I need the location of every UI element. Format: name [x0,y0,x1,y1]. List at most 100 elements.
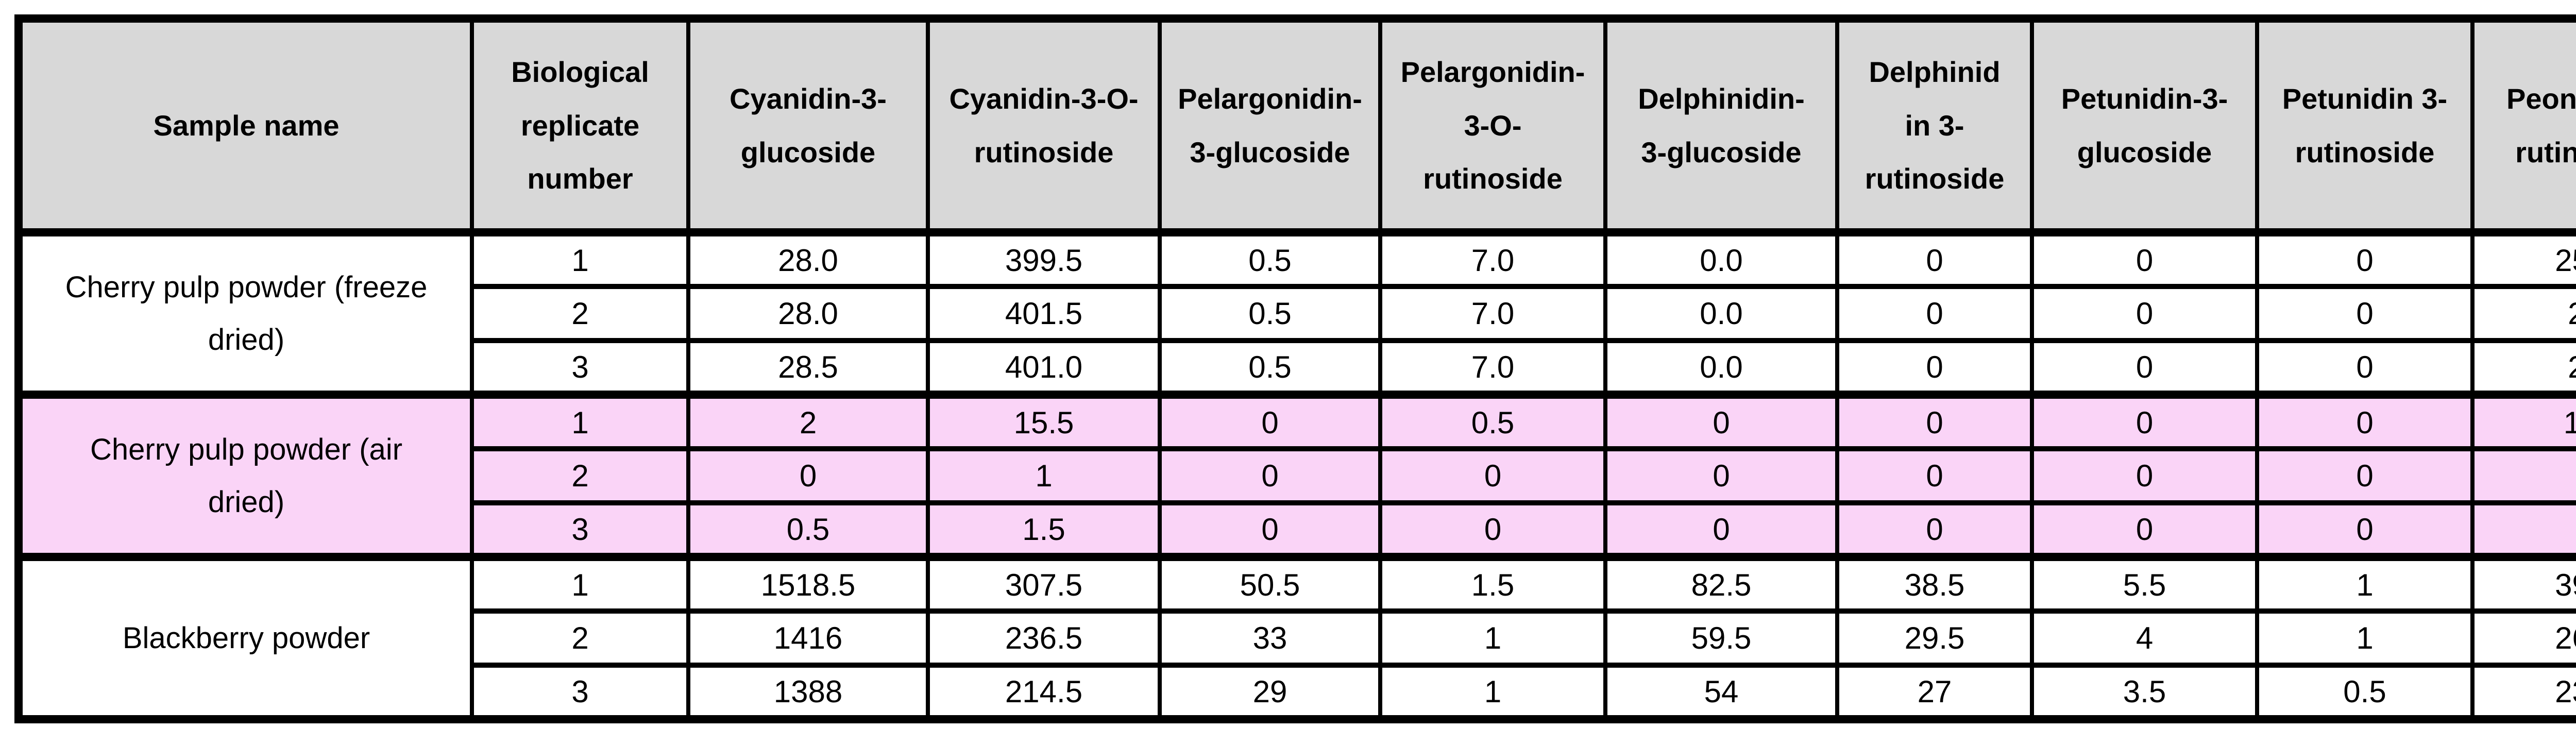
cell-petunidin-3-glucoside[interactable]: 0 [2030,338,2259,397]
cell-pelargonidin-3-o-rutinoside[interactable]: 1.5 [1378,553,1607,614]
cell-peonidin-3-rutinoside[interactable]: 26.5 [2470,608,2576,668]
cell-cyanidin-3-o-rutinoside[interactable]: 15.5 [926,391,1162,451]
sample-name-cell[interactable]: Blackberry powder [16,553,474,722]
cell-replicate[interactable]: 2 [470,446,690,505]
cell-cyanidin-3-o-rutinoside[interactable]: 401.0 [926,338,1162,397]
cell-petunidin-3-glucoside[interactable]: 4 [2030,608,2259,668]
cell-replicate[interactable]: 2 [470,284,690,343]
cell-cyanidin-3-glucoside[interactable]: 28.5 [686,338,930,397]
cell-replicate[interactable]: 1 [470,228,690,289]
cell-cyanidin-3-o-rutinoside[interactable]: 401.5 [926,284,1162,343]
cell-cyanidin-3-o-rutinoside[interactable]: 1.5 [926,500,1162,560]
cell-pelargonidin-3-glucoside[interactable]: 0 [1158,500,1382,560]
cell-pelargonidin-3-o-rutinoside[interactable]: 7.0 [1378,228,1607,289]
cell-peonidin-3-rutinoside[interactable]: 25.5 [2470,228,2576,289]
cell-petunidin-3-rutinoside[interactable]: 1 [2255,553,2475,614]
cell-pelargonidin-3-glucoside[interactable]: 0.5 [1158,284,1382,343]
cell-delphinidin-3-glucoside[interactable]: 0 [1603,446,1839,505]
cell-cyanidin-3-o-rutinoside[interactable]: 399.5 [926,228,1162,289]
column-header-petunidin-3-glucoside[interactable]: Petunidin-3- glucoside [2030,16,2259,236]
column-header-sample-name[interactable]: Sample name [16,16,474,236]
cell-cyanidin-3-o-rutinoside[interactable]: 214.5 [926,663,1162,722]
cell-petunidin-3-rutinoside[interactable]: 0 [2255,228,2475,289]
cell-delphinidin-3-rutinoside[interactable]: 0 [1835,446,2034,505]
cell-pelargonidin-3-o-rutinoside[interactable]: 1 [1378,663,1607,722]
sample-name-cell[interactable]: Cherry pulp powder (freeze dried) [16,228,474,397]
cell-pelargonidin-3-o-rutinoside[interactable]: 0 [1378,446,1607,505]
column-header-cyanidin-3-glucoside[interactable]: Cyanidin-3- glucoside [686,16,930,236]
column-header-peonidin-3-rutinoside[interactable]: Peonidin-3- rutinoside [2470,16,2576,236]
cell-cyanidin-3-glucoside[interactable]: 28.0 [686,228,930,289]
cell-petunidin-3-glucoside[interactable]: 0 [2030,500,2259,560]
cell-delphinidin-3-rutinoside[interactable]: 29.5 [1835,608,2034,668]
cell-replicate[interactable]: 3 [470,500,690,560]
column-header-biological-replicate-number[interactable]: Biological replicate number [470,16,690,236]
cell-peonidin-3-rutinoside[interactable]: 39.5 [2470,553,2576,614]
cell-delphinidin-3-glucoside[interactable]: 0 [1603,500,1839,560]
cell-peonidin-3-rutinoside[interactable]: 26 [2470,284,2576,343]
cell-delphinidin-3-glucoside[interactable]: 0.0 [1603,228,1839,289]
cell-petunidin-3-rutinoside[interactable]: 0 [2255,446,2475,505]
cell-delphinidin-3-glucoside[interactable]: 59.5 [1603,608,1839,668]
cell-cyanidin-3-o-rutinoside[interactable]: 307.5 [926,553,1162,614]
cell-petunidin-3-rutinoside[interactable]: 0 [2255,284,2475,343]
cell-pelargonidin-3-glucoside[interactable]: 0.5 [1158,228,1382,289]
cell-peonidin-3-rutinoside[interactable]: 0 [2470,500,2576,560]
cell-pelargonidin-3-o-rutinoside[interactable]: 1 [1378,608,1607,668]
cell-petunidin-3-rutinoside[interactable]: 0 [2255,500,2475,560]
cell-petunidin-3-rutinoside[interactable]: 1 [2255,608,2475,668]
cell-delphinidin-3-rutinoside[interactable]: 0 [1835,338,2034,397]
cell-pelargonidin-3-glucoside[interactable]: 0.5 [1158,338,1382,397]
cell-cyanidin-3-glucoside[interactable]: 2 [686,391,930,451]
cell-replicate[interactable]: 2 [470,608,690,668]
cell-delphinidin-3-rutinoside[interactable]: 0 [1835,500,2034,560]
cell-petunidin-3-glucoside[interactable]: 0 [2030,284,2259,343]
cell-pelargonidin-3-o-rutinoside[interactable]: 0 [1378,500,1607,560]
cell-pelargonidin-3-o-rutinoside[interactable]: 7.0 [1378,338,1607,397]
cell-replicate[interactable]: 3 [470,338,690,397]
cell-cyanidin-3-glucoside[interactable]: 1518.5 [686,553,930,614]
cell-delphinidin-3-glucoside[interactable]: 0.0 [1603,284,1839,343]
cell-delphinidin-3-glucoside[interactable]: 54 [1603,663,1839,722]
cell-replicate[interactable]: 1 [470,553,690,614]
cell-petunidin-3-glucoside[interactable]: 3.5 [2030,663,2259,722]
cell-pelargonidin-3-o-rutinoside[interactable]: 7.0 [1378,284,1607,343]
cell-pelargonidin-3-glucoside[interactable]: 33 [1158,608,1382,668]
cell-delphinidin-3-glucoside[interactable]: 0.0 [1603,338,1839,397]
cell-petunidin-3-rutinoside[interactable]: 0 [2255,391,2475,451]
cell-cyanidin-3-glucoside[interactable]: 1388 [686,663,930,722]
cell-pelargonidin-3-glucoside[interactable]: 0 [1158,446,1382,505]
sample-name-cell[interactable]: Cherry pulp powder (air dried) [16,391,474,560]
cell-cyanidin-3-glucoside[interactable]: 0 [686,446,930,505]
cell-cyanidin-3-glucoside[interactable]: 0.5 [686,500,930,560]
column-header-pelargonidin-3-o-rutinoside[interactable]: Pelargonidin- 3-O- rutinoside [1378,16,1607,236]
column-header-pelargonidin-3-glucoside[interactable]: Pelargonidin- 3-glucoside [1158,16,1382,236]
cell-pelargonidin-3-glucoside[interactable]: 29 [1158,663,1382,722]
cell-pelargonidin-3-o-rutinoside[interactable]: 0.5 [1378,391,1607,451]
cell-cyanidin-3-glucoside[interactable]: 28.0 [686,284,930,343]
column-header-cyanidin-3-o-rutinoside[interactable]: Cyanidin-3-O- rutinoside [926,16,1162,236]
cell-delphinidin-3-glucoside[interactable]: 0 [1603,391,1839,451]
cell-delphinidin-3-rutinoside[interactable]: 0 [1835,228,2034,289]
column-header-delphinidin-3-rutinoside[interactable]: Delphinid in 3- rutinoside [1835,16,2034,236]
cell-cyanidin-3-o-rutinoside[interactable]: 236.5 [926,608,1162,668]
column-header-petunidin-3-rutinoside[interactable]: Petunidin 3- rutinoside [2255,16,2475,236]
cell-peonidin-3-rutinoside[interactable]: 1.5 [2470,391,2576,451]
cell-cyanidin-3-o-rutinoside[interactable]: 1 [926,446,1162,505]
cell-pelargonidin-3-glucoside[interactable]: 0 [1158,391,1382,451]
cell-petunidin-3-glucoside[interactable]: 0 [2030,446,2259,505]
cell-delphinidin-3-rutinoside[interactable]: 38.5 [1835,553,2034,614]
cell-petunidin-3-glucoside[interactable]: 5.5 [2030,553,2259,614]
cell-cyanidin-3-glucoside[interactable]: 1416 [686,608,930,668]
cell-delphinidin-3-rutinoside[interactable]: 27 [1835,663,2034,722]
cell-delphinidin-3-rutinoside[interactable]: 0 [1835,284,2034,343]
cell-delphinidin-3-glucoside[interactable]: 82.5 [1603,553,1839,614]
cell-pelargonidin-3-glucoside[interactable]: 50.5 [1158,553,1382,614]
column-header-delphinidin-3-glucoside[interactable]: Delphinidin- 3-glucoside [1603,16,1839,236]
cell-petunidin-3-rutinoside[interactable]: 0.5 [2255,663,2475,722]
cell-peonidin-3-rutinoside[interactable]: 0 [2470,446,2576,505]
cell-delphinidin-3-rutinoside[interactable]: 0 [1835,391,2034,451]
cell-petunidin-3-rutinoside[interactable]: 0 [2255,338,2475,397]
cell-peonidin-3-rutinoside[interactable]: 25 [2470,338,2576,397]
cell-replicate[interactable]: 3 [470,663,690,722]
